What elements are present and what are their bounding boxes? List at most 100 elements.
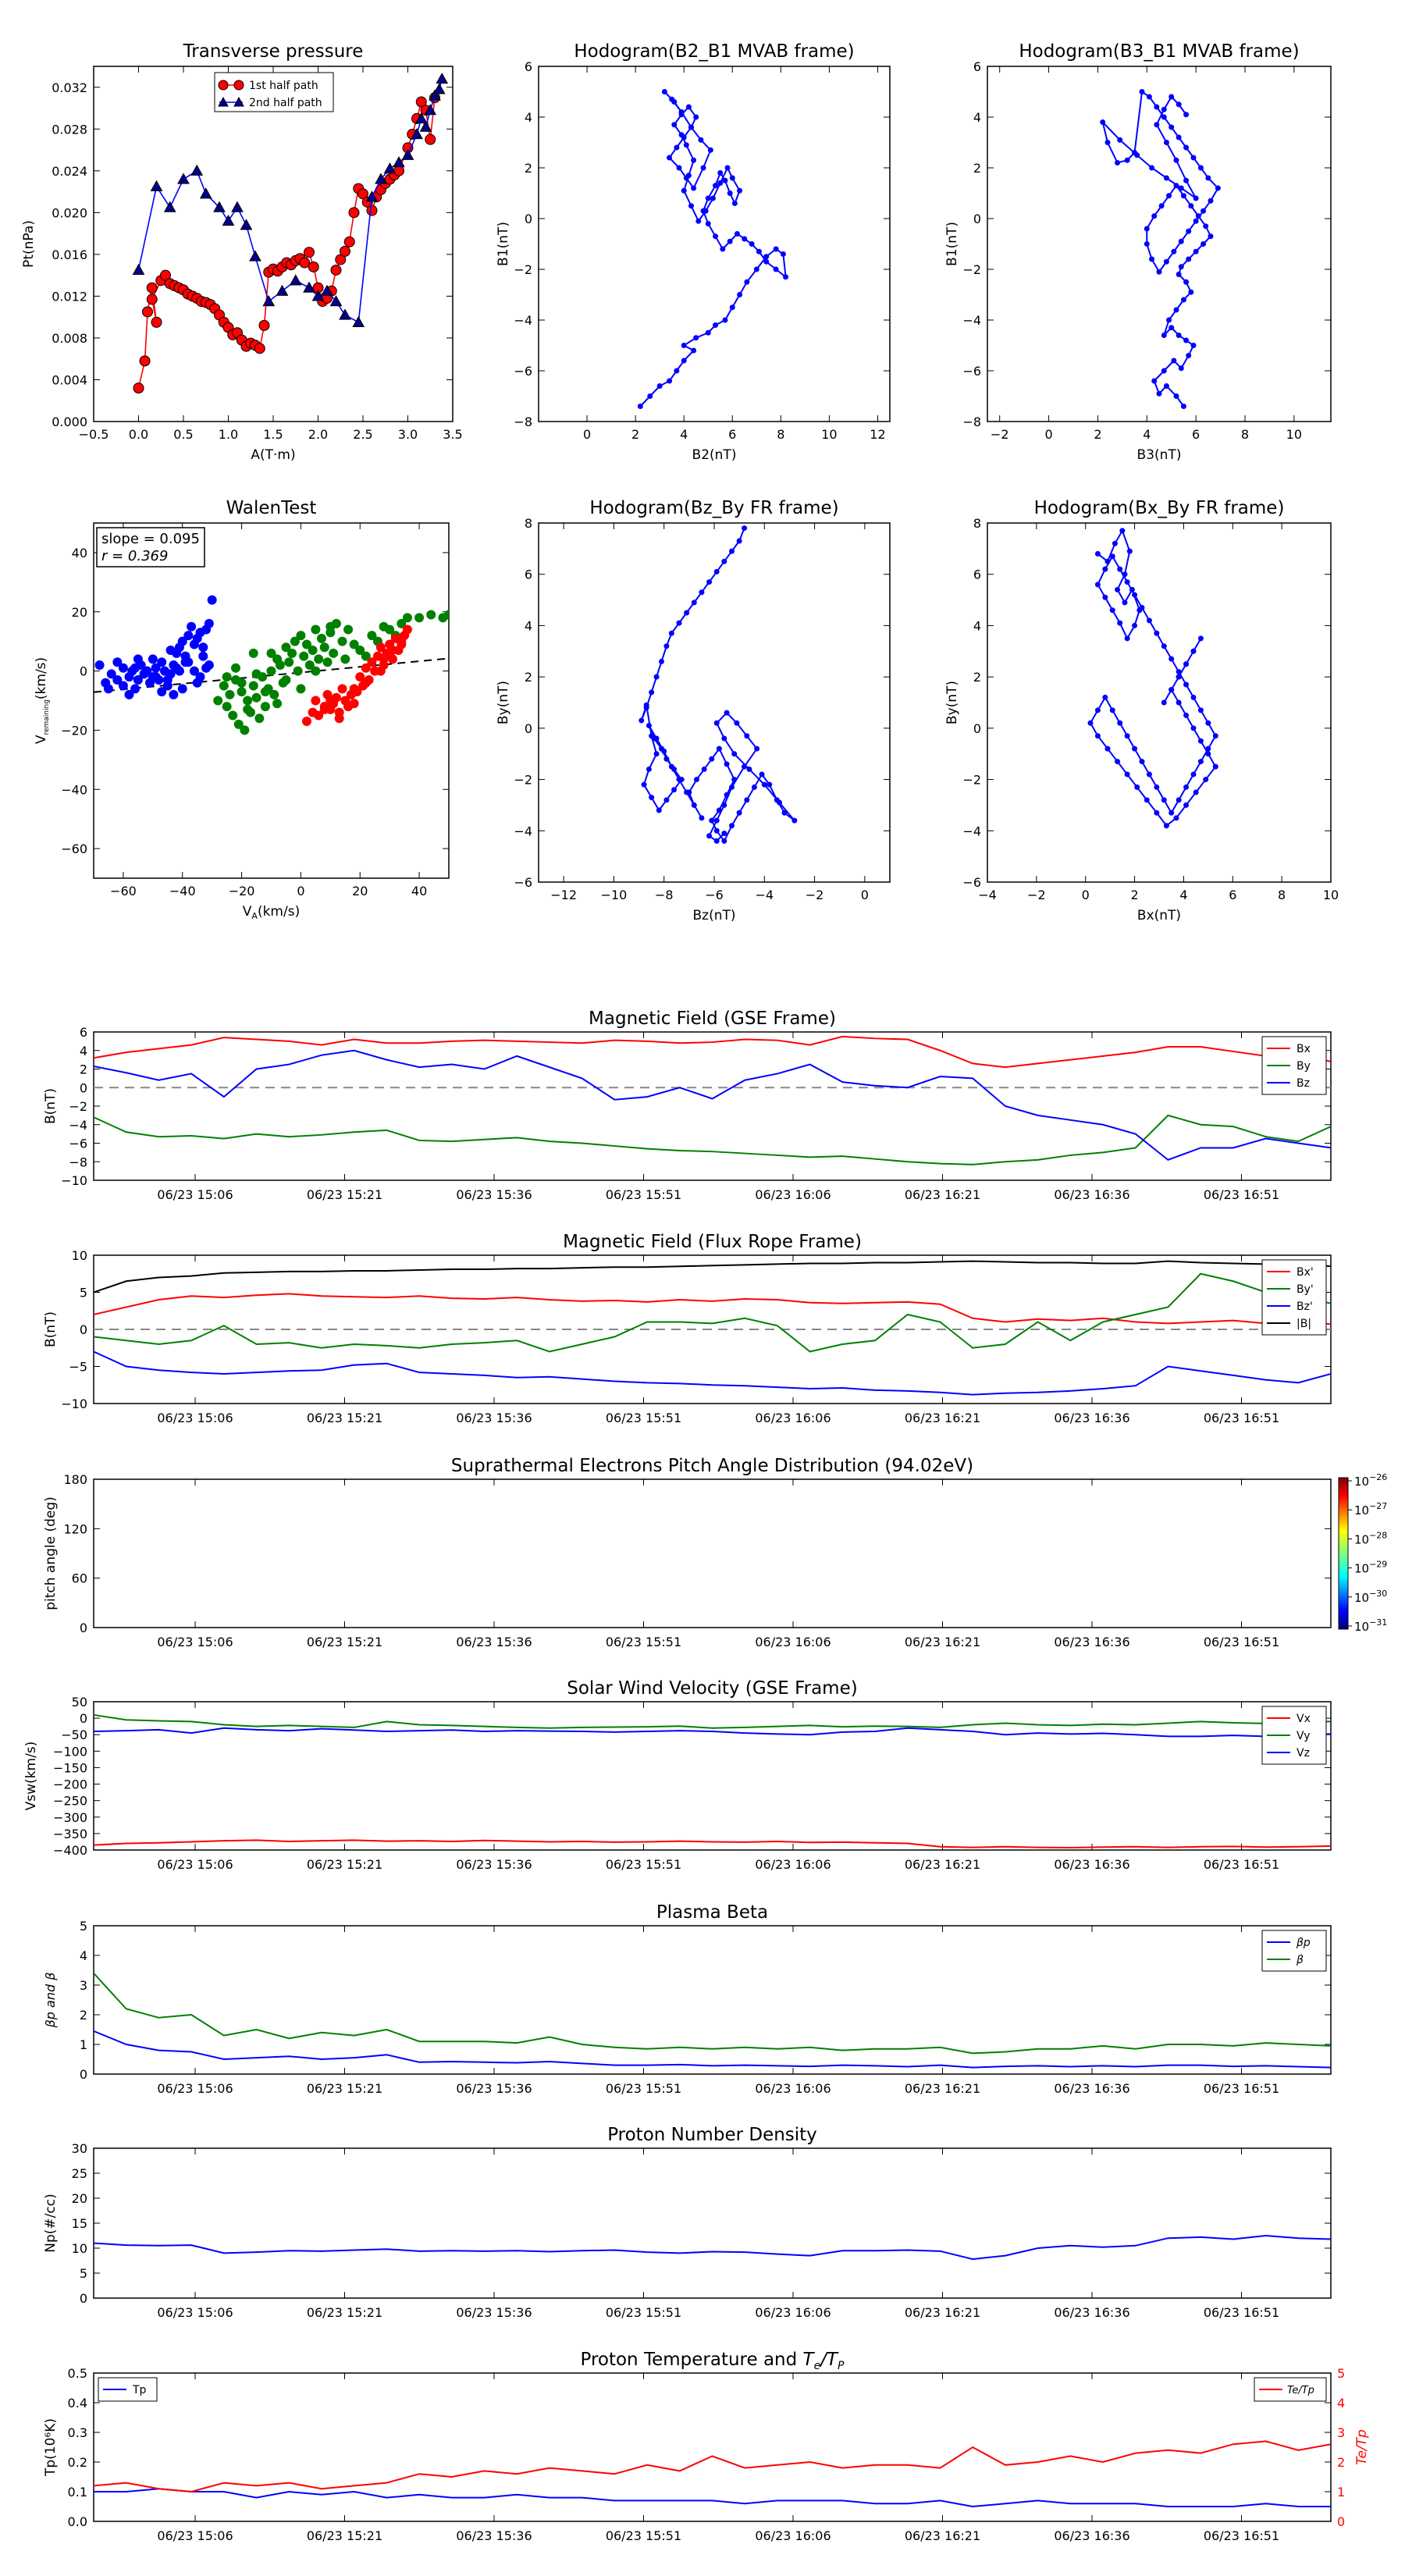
data-point (284, 657, 294, 667)
data-point (1132, 592, 1138, 598)
plot-frame (93, 66, 454, 422)
y-tick-label: −4 (962, 313, 981, 328)
y2-tick-label: 3 (1337, 2425, 1345, 2440)
plot-h4: Hodogram(Bx_By FR frame)−4 −2 0 2 4 6 8 10−6−4−… (944, 498, 1339, 923)
data-point (713, 568, 720, 575)
data-point (1195, 213, 1201, 219)
data-point (339, 308, 351, 320)
data-point (1129, 586, 1135, 592)
data-point (1144, 797, 1150, 803)
data-point (1197, 707, 1204, 713)
data-point (1144, 241, 1150, 247)
data-point (676, 777, 682, 783)
y-tick-label: −4 (962, 824, 981, 838)
data-point (681, 358, 687, 364)
data-point (361, 678, 371, 688)
data-point (1168, 656, 1175, 662)
data-point (727, 238, 733, 244)
data-point (653, 735, 660, 742)
y-tick-label: 2 (525, 161, 532, 176)
x-tick-label: −6 (705, 888, 724, 902)
data-point (724, 761, 730, 767)
data-point (686, 789, 692, 795)
y-tick-label: 0 (80, 2067, 87, 2082)
data-point (729, 175, 735, 181)
y-tick-label: 0.5 (68, 2366, 87, 2381)
data-point (334, 713, 344, 724)
x-tick-label: −20 (229, 884, 255, 898)
data-point (737, 292, 743, 297)
data-point (1205, 175, 1211, 181)
x-tick-label: 06/23 16:51 (1204, 1411, 1279, 1425)
data-point (1139, 89, 1145, 94)
data-point (663, 756, 670, 762)
data-point (1163, 140, 1169, 145)
y-tick-label: 0 (80, 1080, 87, 1095)
data-point (691, 347, 697, 354)
data-point (1109, 707, 1115, 713)
x-tick-label: 40 (411, 884, 427, 898)
data-point (1183, 802, 1190, 808)
annotation-slope: slope = 0.095 (101, 531, 200, 547)
data-point (751, 784, 757, 790)
y-tick-label: 5 (80, 1286, 87, 1300)
x-tick-label: 06/23 15:36 (456, 1411, 532, 1425)
data-point (1205, 745, 1211, 752)
data-point (731, 751, 738, 757)
x-tick-label: 0 (861, 888, 869, 902)
data-point (691, 802, 697, 808)
data-point (146, 294, 158, 305)
data-point (1193, 218, 1199, 224)
y-tick-label: 0 (525, 212, 532, 226)
data-point (316, 633, 326, 643)
data-point (133, 674, 143, 685)
data-point (671, 122, 678, 128)
data-point (685, 104, 692, 110)
data-point (756, 248, 762, 254)
series-line-Vx (94, 1839, 1331, 1849)
data-point (228, 710, 238, 720)
y-tick-label: 2 (80, 2008, 87, 2023)
x-tick-label: −12 (550, 888, 577, 902)
data-point (744, 733, 750, 739)
data-point (684, 610, 690, 616)
panel-frame (93, 1031, 1332, 1181)
x-tick-label: −4 (755, 888, 774, 902)
data-point (249, 250, 261, 262)
data-point (1190, 343, 1197, 348)
data-point (112, 657, 123, 667)
data-point (649, 689, 655, 696)
x-tick-label: 8 (1241, 427, 1249, 442)
legend-label: |B| (1297, 1318, 1311, 1330)
legend-label: Bz' (1297, 1300, 1313, 1313)
data-point (1168, 124, 1175, 130)
data-point (1180, 404, 1186, 409)
data-point (1183, 712, 1190, 718)
data-point (1115, 759, 1121, 765)
data-point (681, 343, 687, 348)
panel-title: Plasma Beta (656, 1902, 768, 1923)
y-tick-label: −60 (61, 841, 87, 856)
colorbar: 10−26 10−27 10−28 10−29 10−30 10−31 (1338, 1472, 1387, 1634)
data-point (311, 696, 321, 706)
data-point (713, 233, 719, 240)
data-point (375, 642, 386, 653)
data-point (231, 663, 240, 673)
data-point (1176, 333, 1182, 338)
legend-label: Bx' (1297, 1266, 1314, 1279)
data-point (269, 689, 279, 699)
data-point (162, 674, 173, 685)
data-point (251, 669, 261, 679)
data-point (177, 636, 187, 646)
data-point (761, 781, 767, 788)
data-point (694, 777, 699, 783)
legend-label: βp (1296, 1937, 1311, 1949)
x-tick-label: 06/23 16:51 (1204, 1857, 1279, 1872)
y2-tick-label: 5 (1337, 2366, 1345, 2381)
series-line-0 (1089, 528, 1217, 827)
series-line-Bx (94, 1035, 1331, 1069)
data-point (1176, 101, 1182, 108)
data-point (713, 827, 720, 834)
x-tick-label: 06/23 16:06 (755, 1635, 831, 1649)
data-point (709, 817, 715, 824)
